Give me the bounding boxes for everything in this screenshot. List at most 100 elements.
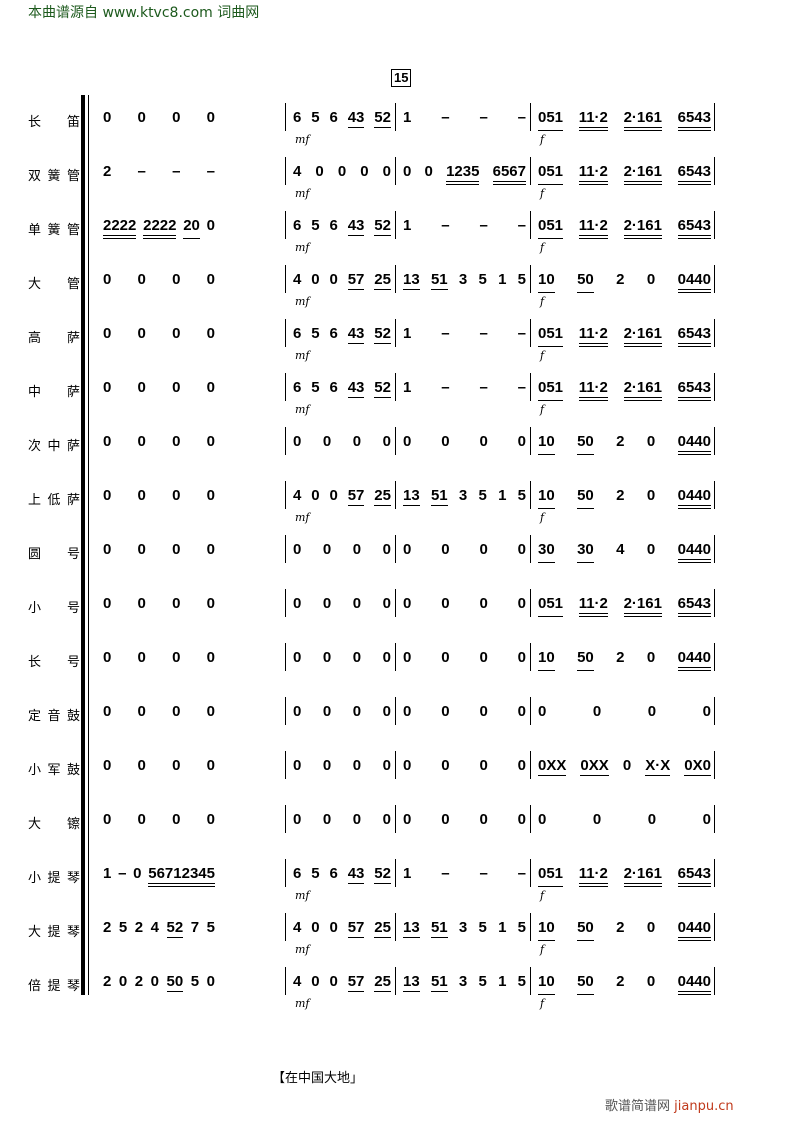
measure-notes: 0 0 0 0 (103, 757, 215, 775)
note-group: – (517, 217, 526, 234)
measure-notes: 6 5 6 43 52 (293, 325, 391, 344)
note-group: 0 (172, 487, 181, 504)
instrument-label: 中 萨 (28, 385, 80, 400)
note-group: 50 (577, 433, 594, 455)
note-group: 0 (103, 325, 112, 342)
bar-line (714, 157, 715, 185)
note-group: 0 (441, 757, 450, 774)
bar-line (285, 805, 286, 833)
staff-row: 小 号 0 0 0 0 0 0 0 0 0 0 0 0 051 11·2 2·161 6543 (0, 585, 792, 639)
bar-line (714, 805, 715, 833)
instrument-label: 长 笛 (28, 115, 80, 130)
note-group: 0 (382, 163, 391, 180)
note-group: 4 (293, 973, 302, 990)
measure: 0 0 0 0 (95, 747, 285, 801)
note-group: 57 (347, 973, 365, 992)
note-group: 0 (646, 973, 656, 990)
measure-notes: 0 0 0 0 (293, 811, 391, 829)
measure-notes: 10 50 2 0 0440 (538, 649, 711, 671)
note-group: 0 (137, 595, 146, 612)
note-group: – (517, 109, 526, 126)
measure-notes: 0XX 0XX 0 X·X 0X0 (538, 757, 711, 776)
note-group: 0XX (580, 757, 609, 776)
note-group: 11·2 (578, 865, 608, 887)
note-group: 0 (479, 595, 488, 612)
bar-line (285, 535, 286, 563)
dynamic-marking: mf (295, 997, 310, 1010)
note-group: 0 (382, 649, 391, 666)
measure-notes: 6 5 6 43 52 (293, 865, 391, 884)
note-group: 2·161 (623, 379, 662, 401)
note-group: 50 (577, 973, 594, 995)
system-bracket (81, 95, 85, 995)
measure-notes: 0 0 0 0 (103, 595, 215, 613)
note-group: 43 (347, 325, 365, 344)
note-group: 0 (315, 163, 324, 180)
note-group: 0 (352, 433, 362, 450)
note-group: 0 (206, 811, 215, 828)
measure-notes: 0 0 0 0 (538, 811, 711, 829)
bar-line (395, 427, 396, 455)
note-group: 0 (403, 163, 412, 180)
note-group: 43 (347, 865, 365, 884)
bar-line (530, 643, 531, 671)
note-group: 6543 (677, 109, 711, 131)
note-group: – (206, 163, 215, 180)
note-group: 0 (538, 703, 547, 720)
note-group: 6 (293, 379, 302, 396)
dynamic-marking: f (540, 187, 545, 200)
measure-notes: 2 5 2 4 52 7 5 (103, 919, 215, 938)
staff-row: 双簧管 2– – –4 0 0 0 0 mf 0 0 1235 6567 051 11·2 2·161 6543… (0, 153, 792, 207)
measure: 0 0 0 0 (395, 693, 530, 747)
note-group: 0 (206, 271, 215, 288)
note-group: 30 (577, 541, 594, 563)
bar-line (530, 265, 531, 293)
note-group: 0 (137, 325, 146, 342)
staff-row: 圆 号 0 0 0 0 0 0 0 0 0 0 0 0 30 30 4 0 0440 (0, 531, 792, 585)
note-group: 1 (403, 379, 412, 396)
bar-line (530, 103, 531, 131)
note-group: 25 (374, 271, 391, 290)
measure-notes: 1 – – – (403, 379, 526, 397)
bar-line (714, 319, 715, 347)
instrument-label: 长 号 (28, 655, 80, 670)
measure: 6 5 6 43 52 mf (285, 207, 395, 261)
note-group: 51 (430, 973, 448, 992)
note-group: 0 (103, 541, 112, 558)
note-group: 0440 (677, 433, 711, 455)
note-group: 6543 (677, 325, 711, 347)
note-group: 5 (311, 379, 320, 396)
note-group: 0 (517, 595, 526, 612)
measure: 051 11·2 2·161 6543 f (530, 855, 715, 909)
note-group: 0 (352, 595, 362, 612)
note-group: 0 (137, 271, 146, 288)
staff-row: 大提琴 2 5 2 4 52 7 5 4 0 0 57 25 mf 13 51 3 5 1 5 10 50 2 0 0440 f (0, 909, 792, 963)
note-group: 0X0 (684, 757, 711, 776)
instrument-label: 高 萨 (28, 331, 80, 346)
bar-line (285, 913, 286, 941)
note-group: 0 (441, 703, 450, 720)
note-group: 0 (403, 433, 412, 450)
measure: 6 5 6 43 52 mf (285, 855, 395, 909)
measure: 0 0 0 0 (395, 423, 530, 477)
staff-row: 小提琴 1–0 56712345 6 5 6 43 52 mf 1– – –051 11·2 2·161 6… (0, 855, 792, 909)
note-group: 0 (103, 379, 112, 396)
measure-notes: 0 0 0 0 (403, 811, 526, 829)
measure-notes: 0 0 1235 6567 (403, 163, 526, 185)
note-group: 0 (172, 811, 181, 828)
note-group: 0 (118, 973, 128, 990)
note-group: 0 (382, 811, 391, 828)
measure: 2 5 2 4 52 7 5 (95, 909, 285, 963)
note-group: 0 (382, 757, 391, 774)
note-group: 0 (329, 919, 338, 936)
bar-line (714, 859, 715, 887)
note-group: 0 (150, 973, 159, 990)
note-group: 1 (403, 217, 412, 234)
note-group: 52 (374, 217, 391, 236)
note-group: 0 (172, 325, 181, 342)
note-group: 2 (616, 973, 625, 990)
bar-line (395, 643, 396, 671)
bar-line (714, 751, 715, 779)
measure: 0 0 0 0 (95, 801, 285, 855)
note-group: 0 (352, 649, 362, 666)
